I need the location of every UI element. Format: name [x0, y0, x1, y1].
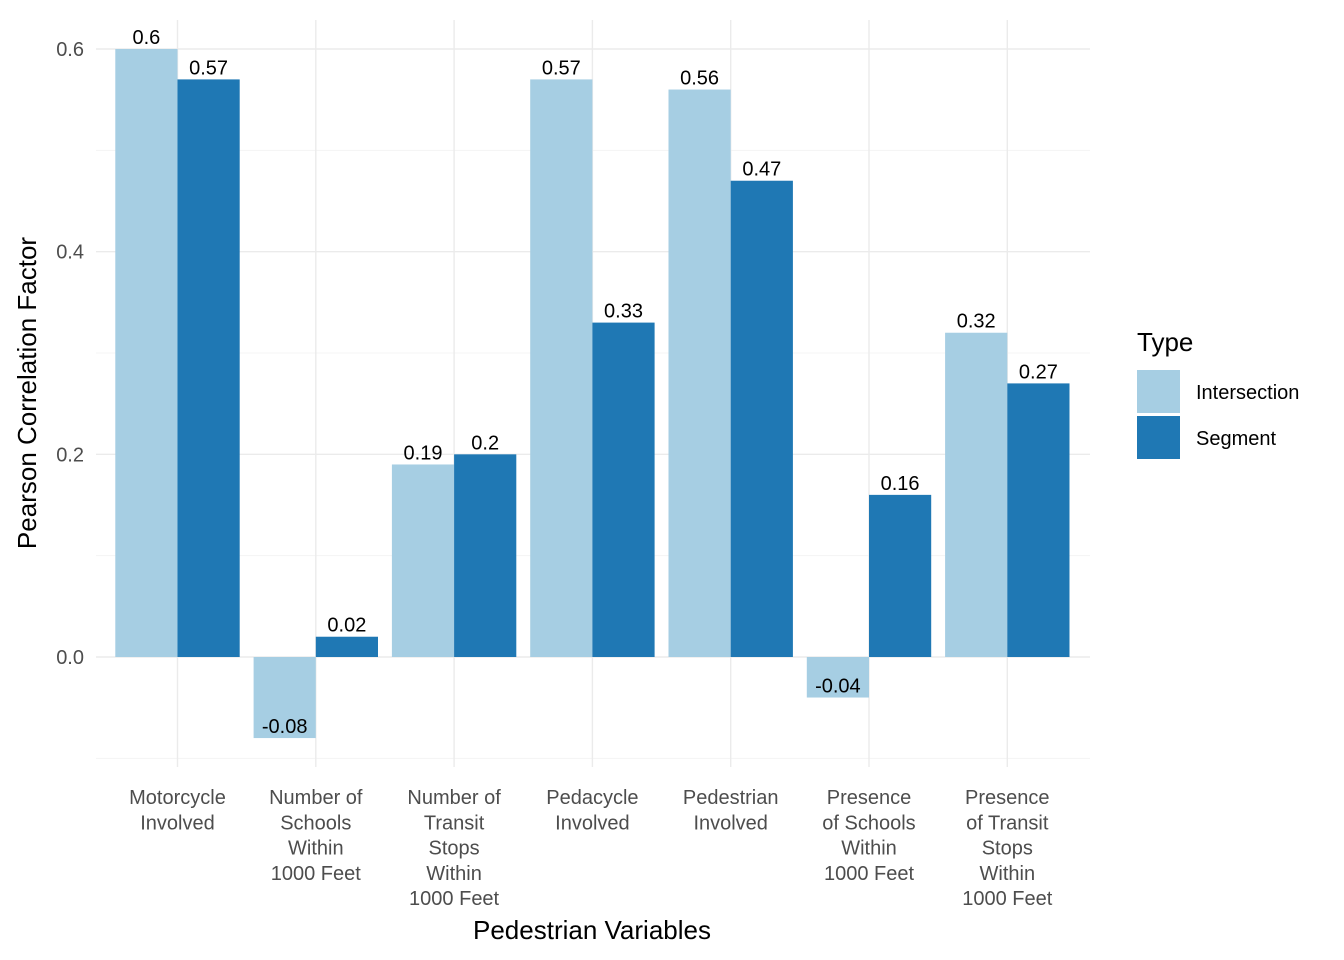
bar-intersection	[115, 49, 178, 657]
legend-label-segment: Segment	[1196, 428, 1276, 450]
bar-value-label: 0.2	[471, 432, 499, 454]
bar-value-label: -0.04	[815, 676, 861, 698]
x-tick-label: Number of Schools Within 1000 Feet	[269, 787, 363, 885]
x-tick-label: Pedestrian Involved	[683, 787, 779, 834]
bar-value-label: 0.16	[881, 473, 920, 495]
y-axis-ticks: 0.0 0.2 0.4 0.6	[56, 39, 84, 669]
bar-intersection	[806, 657, 869, 698]
bar-intersection	[668, 89, 731, 658]
legend-swatch-segment	[1137, 416, 1180, 459]
y-tick-label: 0.2	[56, 444, 84, 466]
bar-labels: 0.6 -0.08 0.19 0.57 0.56 -0.04 0.32 0.57 0.02 0.2…	[132, 27, 1057, 738]
x-axis-title: Pedestrian Variables	[473, 915, 711, 945]
legend-title: Type	[1137, 327, 1193, 357]
y-tick-label: 0.6	[56, 39, 84, 61]
x-tick-label: Presence of Schools Within 1000 Feet	[822, 787, 915, 885]
bar-intersection	[945, 332, 1008, 657]
bar-value-label: 0.32	[957, 311, 996, 333]
bar-intersection	[391, 464, 455, 657]
bar-segment	[869, 494, 932, 657]
x-tick-label: Pedacycle Involved	[546, 787, 638, 834]
y-tick-label: 0.0	[56, 647, 84, 669]
bar-segment	[730, 180, 793, 657]
x-tick-label: Presence of Transit Stops Within 1000 Feet	[962, 787, 1053, 910]
x-tick-label: Motorcycle Involved	[129, 787, 226, 834]
bar-segment	[315, 636, 378, 657]
bar-value-label: 0.57	[189, 57, 228, 79]
bar-value-label: 0.33	[604, 301, 643, 323]
bar-intersection	[253, 657, 316, 739]
legend-label-intersection: Intersection	[1196, 382, 1299, 404]
bar-segment	[454, 454, 517, 657]
legend-swatch-intersection	[1137, 370, 1180, 413]
x-tick-label: Number of Transit Stops Within 1000 Feet	[407, 787, 501, 910]
bar-value-label: 0.27	[1019, 361, 1058, 383]
bar-value-label: 0.6	[132, 27, 160, 49]
bar-value-label: 0.47	[742, 159, 781, 181]
bar-value-label: 0.57	[542, 57, 581, 79]
bar-value-label: 0.19	[404, 442, 443, 464]
bar-segment	[1007, 383, 1070, 657]
bars	[115, 49, 1070, 739]
bar-intersection	[530, 79, 593, 657]
legend: Type Intersection Segment	[1137, 327, 1299, 459]
y-axis-title: Pearson Correlation Factor	[12, 237, 42, 549]
bar-value-label: 0.02	[327, 615, 366, 637]
bar-segment	[177, 79, 240, 657]
bar-value-label: 0.56	[680, 68, 719, 90]
x-axis-ticks: Motorcycle Involved Number of Schools Within…	[129, 787, 1053, 910]
bar-value-label: -0.08	[262, 716, 308, 738]
y-tick-label: 0.4	[56, 242, 84, 264]
bar-segment	[592, 322, 655, 657]
